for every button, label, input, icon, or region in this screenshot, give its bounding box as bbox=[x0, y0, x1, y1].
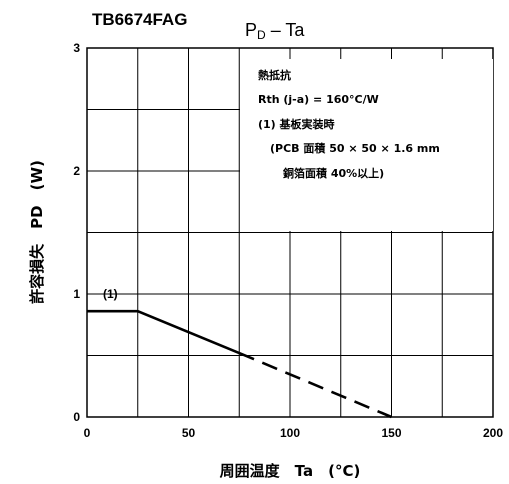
x-axis-title: 周囲温度 Ta (°C) bbox=[220, 462, 361, 480]
plot-frame bbox=[86, 47, 494, 418]
annotation-notes: 熱抵抗 Rth (j-a) = 160°C/W (1) 基板実装時 (PCB 面積 5… bbox=[258, 68, 440, 180]
x-tick-label: 200 bbox=[483, 426, 503, 440]
series-label: (1) bbox=[103, 287, 118, 301]
chart-title: PD – Ta bbox=[245, 20, 304, 42]
series-line-solid bbox=[87, 309, 240, 355]
annotation-line: (PCB 面積 50 × 50 × 1.6 mm bbox=[270, 141, 440, 155]
y-tick-label: 3 bbox=[73, 41, 80, 55]
y-tick-label: 1 bbox=[73, 287, 80, 301]
annotation-line: 熱抵抗 bbox=[258, 68, 291, 82]
axis-titles: 周囲温度 Ta (°C) 許容損失 PD (W) bbox=[28, 160, 360, 480]
annotation-box bbox=[240, 59, 493, 231]
title-main: P bbox=[245, 20, 258, 40]
y-tick-label: 2 bbox=[73, 164, 80, 178]
series-line-dashed bbox=[238, 351, 393, 419]
x-tick-label: 50 bbox=[182, 426, 196, 440]
annotation-line: (1) 基板実装時 bbox=[258, 117, 335, 131]
x-tick-label: 150 bbox=[381, 426, 401, 440]
y-axis-title: 許容損失 PD (W) bbox=[28, 160, 46, 304]
annotation-line: 銅箔面積 40%以上) bbox=[283, 166, 384, 180]
part-number: TB6674FAG bbox=[92, 10, 188, 29]
x-tick-label: 100 bbox=[280, 426, 300, 440]
y-tick-label: 0 bbox=[73, 410, 80, 424]
x-tick-label: 0 bbox=[84, 426, 91, 440]
tick-labels: 0 50 100 150 200 0 1 2 3 bbox=[73, 41, 503, 440]
annotation-line: Rth (j-a) = 160°C/W bbox=[258, 93, 379, 106]
series: (1) bbox=[87, 287, 393, 419]
title-subscript: D bbox=[257, 28, 266, 42]
title-rest: – Ta bbox=[265, 20, 305, 40]
